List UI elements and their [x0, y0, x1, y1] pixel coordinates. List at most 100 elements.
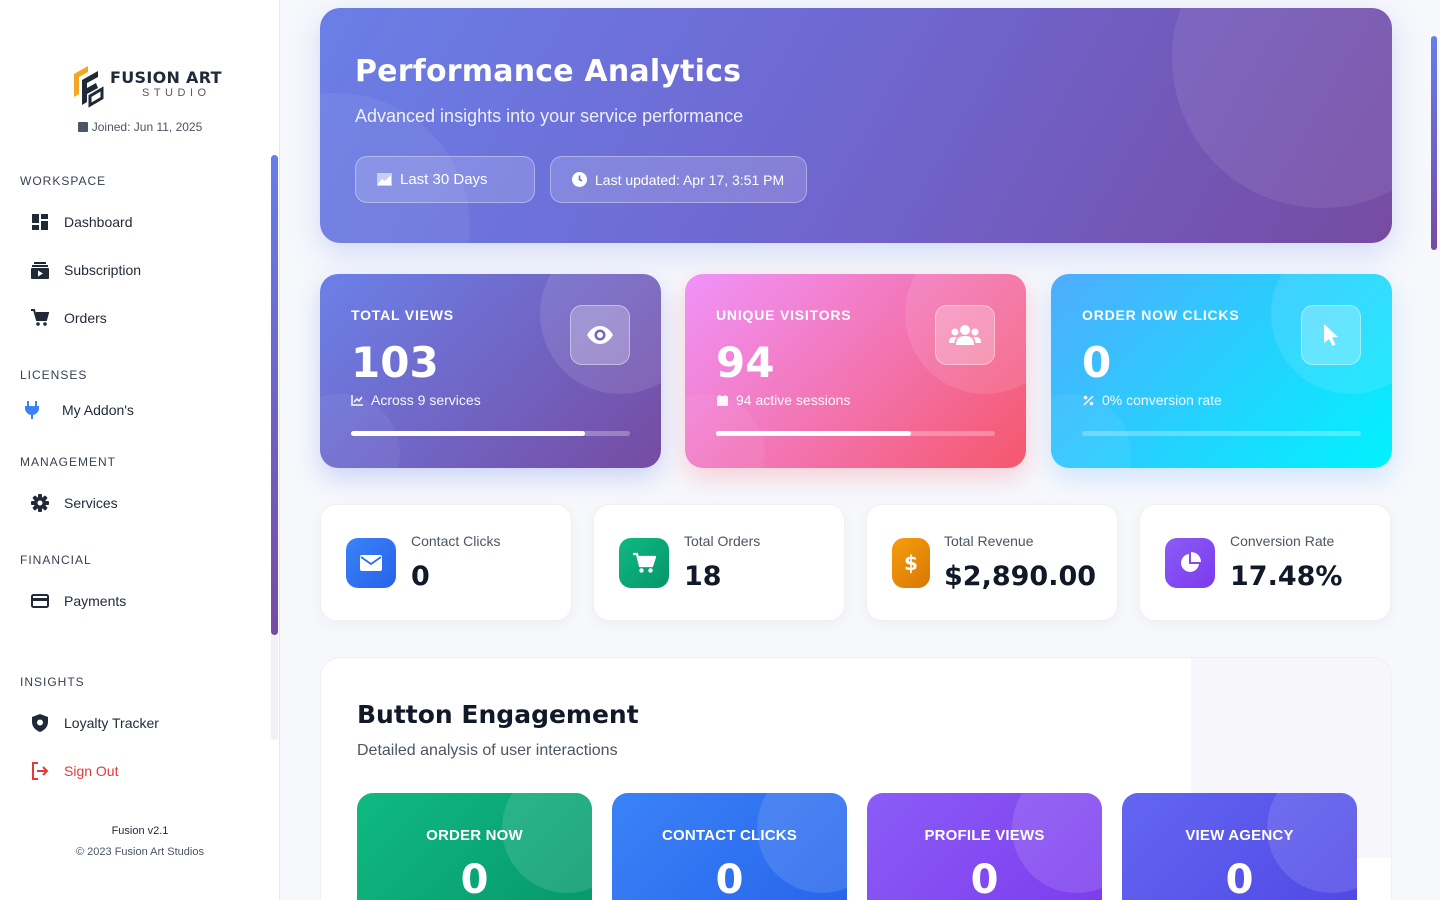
metric-value: 0	[411, 561, 430, 592]
stat-subtext-label: 0% conversion rate	[1102, 392, 1222, 408]
sidebar-item-payments[interactable]: Payments	[30, 589, 126, 613]
copyright: © 2023 Fusion Art Studios	[76, 846, 204, 858]
engagement-card-order-now: ORDER NOW 0	[357, 793, 592, 900]
section-workspace: WORKSPACE	[20, 174, 107, 188]
sidebar-item-addons[interactable]: My Addon's	[22, 398, 134, 422]
section-title: Button Engagement	[357, 700, 639, 729]
stat-card-total-views: TOTAL VIEWS 103 Across 9 services	[320, 274, 661, 468]
engagement-label: PROFILE VIEWS	[924, 827, 1045, 844]
engagement-value: 0	[715, 857, 744, 900]
button-engagement-panel: Button Engagement Detailed analysis of u…	[320, 657, 1392, 900]
stat-icon-box	[935, 305, 995, 365]
envelope-icon	[346, 538, 396, 588]
stat-subtext: Across 9 services	[351, 392, 481, 408]
engagement-card-contact-clicks: CONTACT CLICKS 0	[612, 793, 847, 900]
credit-card-icon	[30, 591, 50, 611]
main-scrollbar[interactable]	[1428, 0, 1440, 900]
joined-date: Joined: Jun 11, 2025	[0, 120, 280, 134]
stat-progress-bar	[351, 431, 630, 436]
cart-icon	[30, 308, 50, 328]
stat-icon-box	[570, 305, 630, 365]
sidebar-item-signout[interactable]: Sign Out	[30, 759, 118, 783]
pointer-icon	[1324, 324, 1338, 346]
stat-progress-bar	[1082, 431, 1361, 436]
engagement-label: ORDER NOW	[426, 827, 523, 844]
stat-subtext: 94 active sessions	[716, 392, 850, 408]
metric-label: Contact Clicks	[411, 533, 501, 549]
engagement-card-view-agency: VIEW AGENCY 0	[1122, 793, 1357, 900]
stat-icon-box	[1301, 305, 1361, 365]
app-version: Fusion v2.1	[111, 825, 169, 837]
chart-line-icon	[351, 394, 363, 406]
decor-circle	[1172, 8, 1392, 208]
sign-out-icon	[30, 761, 50, 781]
sidebar-item-subscription[interactable]: Subscription	[30, 258, 141, 282]
engagement-label: VIEW AGENCY	[1185, 827, 1294, 844]
stat-card-order-now-clicks: ORDER NOW CLICKS 0 0% conversion rate	[1051, 274, 1392, 468]
fusion-logo-icon	[74, 66, 104, 108]
sidebar-item-label: Orders	[64, 310, 107, 326]
date-range-label: Last 30 Days	[400, 171, 488, 188]
sidebar-item-label: Services	[64, 495, 118, 511]
stat-label: TOTAL VIEWS	[351, 307, 454, 323]
engagement-card-profile-views: PROFILE VIEWS 0	[867, 793, 1102, 900]
gear-icon	[30, 493, 50, 513]
brand-logo[interactable]: FUSION ART STUDIO	[68, 60, 222, 108]
metric-value: $2,890.00	[944, 561, 1097, 592]
metric-value: 18	[684, 561, 722, 592]
sidebar-item-label: Loyalty Tracker	[64, 715, 159, 731]
metric-label: Conversion Rate	[1230, 533, 1335, 549]
percent-icon	[1082, 394, 1094, 406]
main-scrollbar-thumb[interactable]	[1431, 36, 1437, 250]
chart-area-icon	[376, 172, 392, 188]
dollar-icon: $	[892, 538, 930, 588]
page-title: Performance Analytics	[355, 54, 742, 89]
stat-card-unique-visitors: UNIQUE VISITORS 94 94 active sessions	[685, 274, 1026, 468]
stat-value: 103	[351, 338, 439, 387]
metric-card-conversion-rate: Conversion Rate 17.48%	[1139, 504, 1391, 621]
metric-card-contact-clicks: Contact Clicks 0	[320, 504, 572, 621]
subscription-icon	[30, 260, 50, 280]
metric-card-total-revenue: $ Total Revenue $2,890.00	[866, 504, 1118, 621]
date-range-button[interactable]: Last 30 Days	[355, 156, 535, 203]
section-insights: INSIGHTS	[20, 675, 85, 689]
plug-icon	[22, 400, 42, 420]
brand-title: FUSION ART	[110, 67, 222, 87]
calendar-icon	[716, 394, 728, 406]
sidebar-item-orders[interactable]: Orders	[30, 306, 107, 330]
clock-icon	[571, 172, 587, 188]
eye-icon	[587, 326, 613, 344]
metric-label: Total Orders	[684, 533, 761, 549]
stat-progress-fill	[351, 431, 586, 436]
sidebar-item-dashboard[interactable]: Dashboard	[30, 210, 133, 234]
sidebar-item-label: Payments	[64, 593, 127, 609]
engagement-value: 0	[970, 857, 999, 900]
stat-label: ORDER NOW CLICKS	[1082, 307, 1240, 323]
stat-subtext: 0% conversion rate	[1082, 392, 1222, 408]
calendar-icon	[77, 122, 88, 132]
pie-chart-icon	[1165, 538, 1215, 588]
dashboard-icon	[30, 212, 50, 232]
section-licenses: LICENSES	[20, 368, 88, 382]
stat-value: 0	[1082, 338, 1112, 387]
hero-banner: Performance Analytics Advanced insights …	[320, 8, 1392, 243]
engagement-value: 0	[1225, 857, 1254, 900]
sidebar-item-loyalty[interactable]: Loyalty Tracker	[30, 711, 159, 735]
sidebar-item-services[interactable]: Services	[30, 491, 118, 515]
sidebar-scrollbar[interactable]	[271, 155, 278, 740]
stat-value: 94	[716, 338, 775, 387]
metric-label: Total Revenue	[944, 533, 1034, 549]
sidebar-scrollbar-thumb[interactable]	[271, 155, 278, 635]
shield-icon	[30, 713, 50, 733]
section-subtitle: Detailed analysis of user interactions	[357, 742, 618, 759]
stat-progress-bar	[716, 431, 995, 436]
brand-subtitle: STUDIO	[142, 86, 211, 99]
metric-card-total-orders: Total Orders 18	[593, 504, 845, 621]
section-management: MANAGEMENT	[20, 455, 117, 469]
last-updated-label: Last updated: Apr 17, 3:51 PM	[595, 171, 785, 188]
stat-label: UNIQUE VISITORS	[716, 307, 852, 323]
section-financial: FINANCIAL	[20, 553, 92, 567]
svg-text:$: $	[904, 551, 918, 575]
stat-subtext-label: 94 active sessions	[736, 392, 851, 408]
sidebar-item-label: Dashboard	[64, 214, 133, 230]
